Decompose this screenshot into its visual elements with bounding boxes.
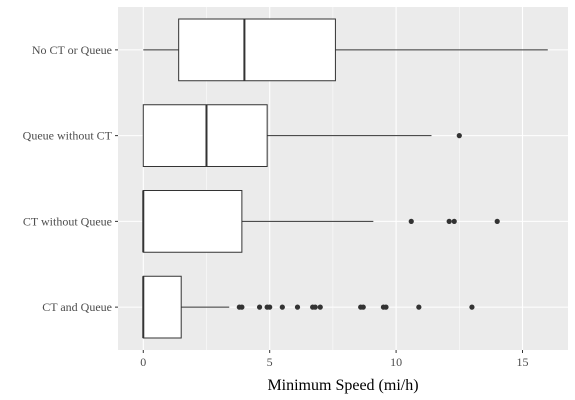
outlier-point xyxy=(360,304,366,310)
box xyxy=(142,275,182,339)
outlier-point xyxy=(451,218,457,224)
outlier-point xyxy=(294,304,301,310)
x-axis: 0 5 10 15 xyxy=(140,350,528,369)
boxplots xyxy=(142,18,548,339)
box xyxy=(142,104,268,167)
outlier-point xyxy=(279,304,285,310)
x-tick-label: 5 xyxy=(267,355,273,369)
outlier-point xyxy=(312,304,318,310)
outlier-point xyxy=(383,304,389,310)
box-group xyxy=(142,275,475,339)
y-tick-label: CT and Queue xyxy=(42,300,112,314)
outlier-point xyxy=(456,133,462,139)
outlier-point xyxy=(408,218,414,224)
outlier-point xyxy=(446,218,452,224)
outlier-point xyxy=(239,304,245,310)
box-group xyxy=(143,18,548,82)
outlier-point xyxy=(469,304,475,310)
box-group xyxy=(142,104,462,167)
box xyxy=(142,190,243,253)
outlier-point xyxy=(256,304,263,310)
box xyxy=(178,18,336,82)
outlier-point xyxy=(317,304,323,310)
x-tick-label: 15 xyxy=(516,355,528,369)
y-tick-label: CT without Queue xyxy=(23,214,112,228)
y-axis: CT and Queue CT without Queue Queue withou… xyxy=(23,43,118,314)
box-group xyxy=(142,190,500,253)
x-tick-label: 0 xyxy=(140,355,146,369)
outlier-point xyxy=(267,304,273,310)
x-axis-title: Minimum Speed (mi/h) xyxy=(267,377,418,394)
y-tick-label: No CT or Queue xyxy=(32,43,112,57)
outlier-point xyxy=(494,218,500,224)
x-tick-label: 10 xyxy=(390,355,402,369)
outlier-point xyxy=(416,304,422,310)
y-tick-label: Queue without CT xyxy=(23,129,113,143)
